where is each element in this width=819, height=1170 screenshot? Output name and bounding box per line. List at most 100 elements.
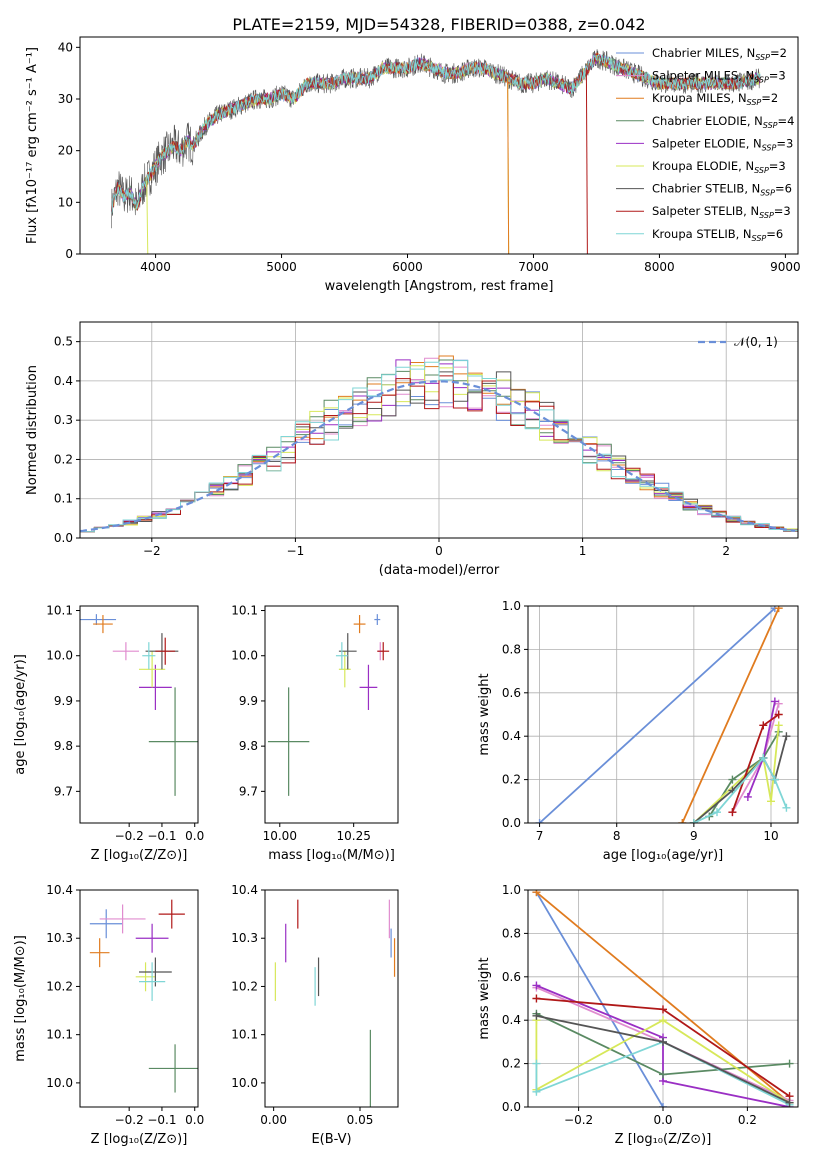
- y-tick-label: 0.4: [502, 729, 521, 743]
- weight-marker: [743, 792, 752, 801]
- y-axis-label: Flux [fλ10⁻¹⁷ erg cm⁻² s⁻¹ A⁻¹]: [25, 47, 40, 244]
- weight-marker: [782, 803, 791, 812]
- y-tick-label: 0.2: [54, 452, 73, 466]
- axes: 10.00 10.25 9.7 9.8 9.9 10.0 10.1 mass [log₁₀(M…: [231, 604, 399, 863]
- x-tick-label: 4000: [140, 260, 171, 274]
- legend-entry: Kroupa STELIB, NSSP=6: [652, 227, 783, 243]
- errorbar-point-chabrier-elodie: [267, 687, 310, 796]
- axes-frame: [527, 605, 799, 824]
- errorbar-point-kroupa-stelib: [142, 642, 156, 670]
- plot-area: [89, 899, 198, 1093]
- x-tick-label: 8: [613, 829, 621, 843]
- axes-frame: [264, 889, 399, 1108]
- errorbar-point-salpeter-miles: [99, 904, 146, 934]
- weight-line-kroupa-stelib: [535, 1040, 791, 1106]
- weight-marker: [532, 1087, 541, 1096]
- x-tick-label: −0.1: [147, 829, 176, 843]
- errorbar-point-kroupa-miles: [353, 615, 366, 634]
- x-tick-label: −2: [143, 544, 161, 558]
- legend-value: =3: [769, 69, 786, 83]
- plot-area: [535, 606, 791, 823]
- legend-subscript: SSP: [763, 121, 778, 130]
- plot-area: [274, 899, 396, 1107]
- weight-marker: [774, 710, 783, 719]
- x-tick-label: 0: [435, 544, 443, 558]
- legend-subscript: SSP: [754, 76, 769, 85]
- axes-frame: [79, 605, 199, 824]
- x-tick-label: −0.1: [147, 1113, 176, 1127]
- y-tick-label: 0.6: [502, 686, 521, 700]
- axes: −0.2 −0.1 0.0 9.7 9.8 9.9 10.0 10.1 Z [log₁₀(Z/Z…: [13, 604, 204, 863]
- x-tick-label: −0.2: [564, 1113, 593, 1127]
- weight-marker: [659, 1103, 667, 1107]
- weight-marker: [785, 1059, 794, 1068]
- spectrum-dropout: [585, 70, 588, 254]
- legend-value: =2: [761, 91, 778, 105]
- legend-entry: Chabrier STELIB, NSSP=6: [652, 182, 792, 198]
- legend-value: =6: [766, 227, 783, 241]
- errorbar-point-salpeter-miles: [112, 642, 139, 661]
- x-tick-label: 2: [722, 544, 730, 558]
- x-tick-label: 0.05: [347, 1113, 374, 1127]
- x-tick-label: 10: [763, 829, 778, 843]
- y-tick-label: 1.0: [502, 883, 521, 897]
- x-axis-label: E(B-V): [311, 1132, 351, 1147]
- y-tick-label: 10.3: [231, 931, 258, 945]
- legend-subscript: SSP: [759, 211, 774, 220]
- x-axis-label: (data-model)/error: [379, 563, 500, 578]
- y-tick-label: 9.9: [54, 694, 73, 708]
- errorbar-point-chabrier-elodie: [148, 687, 198, 796]
- observed-spectrum: [111, 49, 761, 229]
- weight-marker: [532, 981, 541, 990]
- x-tick-label: 10.25: [336, 829, 370, 843]
- age-vs-mass-panel: 10.00 10.25 9.7 9.8 9.9 10.0 10.1 mass [log₁₀(M…: [231, 604, 399, 863]
- weight-line-kroupa-elodie: [535, 1019, 791, 1104]
- errorbar-point-kroupa-miles: [93, 615, 113, 634]
- x-tick-label: 8000: [644, 260, 675, 274]
- x-tick-label: 5000: [266, 260, 297, 274]
- legend: 𝒩(0, 1): [698, 335, 778, 349]
- y-tick-label: 10.2: [231, 979, 258, 993]
- model-spectrum-kroupa-stelib: [111, 54, 761, 214]
- age-vs-metallicity-panel: −0.2 −0.1 0.0 9.7 9.8 9.9 10.0 10.1 Z [log₁₀(Z/Z…: [13, 604, 204, 863]
- weight-marker: [689, 819, 698, 823]
- axes-frame: [79, 889, 199, 1108]
- weight-marker: [782, 732, 791, 741]
- axes: 0.00 0.05 10.0 10.1 10.2 10.3 10.4 E(B-V): [231, 883, 399, 1147]
- spectrum-dropout: [146, 180, 149, 254]
- y-tick-label: 0.6: [502, 970, 521, 984]
- y-tick-label: 10.1: [231, 604, 258, 618]
- weight-vs-metallicity-panel: −0.2 0.0 0.2 0.0 0.2 0.4 0.6 0.8 1.0 Z [log₁₀(Z/Z…: [477, 883, 799, 1147]
- y-tick-label: 0.1: [54, 492, 73, 506]
- y-tick-label: 10.0: [46, 649, 73, 663]
- errorbar-point-kroupa-stelib: [335, 642, 348, 670]
- legend-entry: Kroupa MILES, NSSP=2: [652, 91, 778, 107]
- legend-subscript: SSP: [755, 53, 770, 62]
- errorbar-point-chabrier-miles: [374, 614, 381, 625]
- axes-frame: [264, 605, 399, 824]
- y-tick-label: 10.0: [231, 1076, 258, 1090]
- y-tick-label: 0.8: [502, 642, 521, 656]
- y-tick-label: 0.5: [54, 335, 73, 349]
- y-tick-label: 0.0: [502, 1100, 521, 1114]
- legend-value: =4: [778, 114, 795, 128]
- plot-area: [80, 614, 198, 796]
- y-tick-label: 0.2: [502, 1057, 521, 1071]
- y-tick-label: 10.3: [46, 931, 73, 945]
- weight-marker: [770, 697, 779, 706]
- axes-frame: [79, 36, 799, 255]
- legend-value: =3: [776, 136, 793, 150]
- y-tick-label: 10.0: [46, 1076, 73, 1090]
- errorbar-point-salpeter-elodie: [359, 664, 378, 710]
- legend-entry: Salpeter ELODIE, NSSP=3: [652, 136, 793, 152]
- y-tick-label: 20: [58, 144, 73, 158]
- y-tick-label: 0.0: [54, 531, 73, 545]
- y-tick-label: 10.1: [46, 1028, 73, 1042]
- weight-line-chabrier-elodie: [708, 731, 780, 817]
- errorbar-point-chabrier-elodie: [148, 1044, 198, 1093]
- y-tick-label: 40: [58, 40, 73, 54]
- axes: 4000 5000 6000 7000 8000 9000 0 10 20 30 40 wavelen…: [25, 36, 801, 294]
- x-tick-label: −0.2: [115, 829, 144, 843]
- y-tick-label: 10.4: [46, 883, 73, 897]
